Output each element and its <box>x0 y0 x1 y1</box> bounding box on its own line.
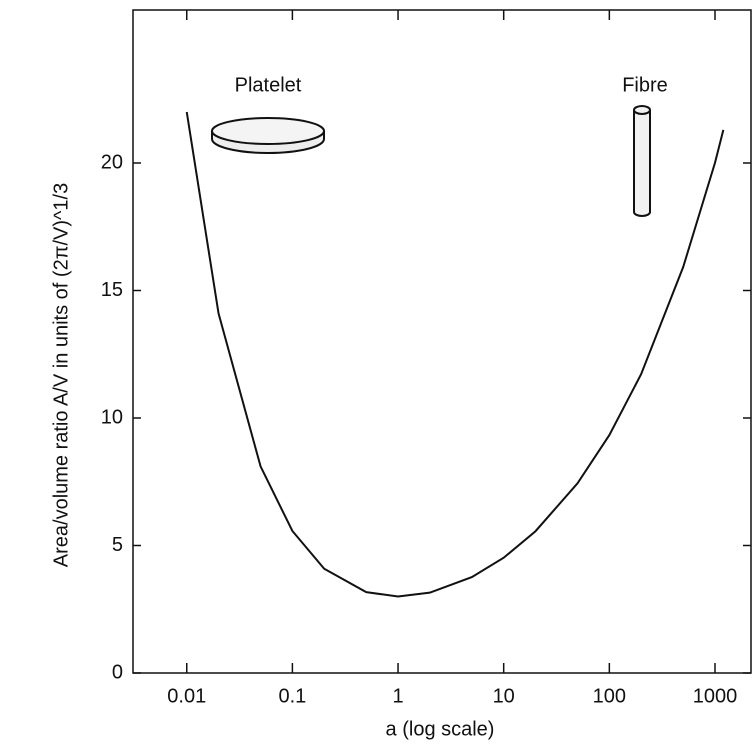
x-axis-label: a (log scale) <box>386 718 495 740</box>
y-tick-label: 15 <box>101 279 123 301</box>
x-tick-label: 10 <box>493 685 515 707</box>
annotation: Fibre <box>622 74 668 96</box>
x-tick-label: 1000 <box>693 685 738 707</box>
x-tick-label: 100 <box>593 685 626 707</box>
x-tick-label: 1 <box>392 685 403 707</box>
data-line <box>185 111 725 598</box>
y-tick-label: 5 <box>112 534 123 556</box>
plot-frame <box>132 9 752 674</box>
x-tick-label: 0.1 <box>278 685 306 707</box>
fibre-icon <box>633 105 651 217</box>
y-axis-label: Area/volume ratio A/V in units of (2π/V)… <box>50 183 72 567</box>
y-tick-label: 0 <box>112 661 123 683</box>
x-tick-label: 0.01 <box>167 685 206 707</box>
platelet-icon <box>211 117 325 154</box>
annotation: Platelet <box>235 74 302 96</box>
y-tick-label: 20 <box>101 151 123 173</box>
y-tick-label: 10 <box>101 406 123 428</box>
